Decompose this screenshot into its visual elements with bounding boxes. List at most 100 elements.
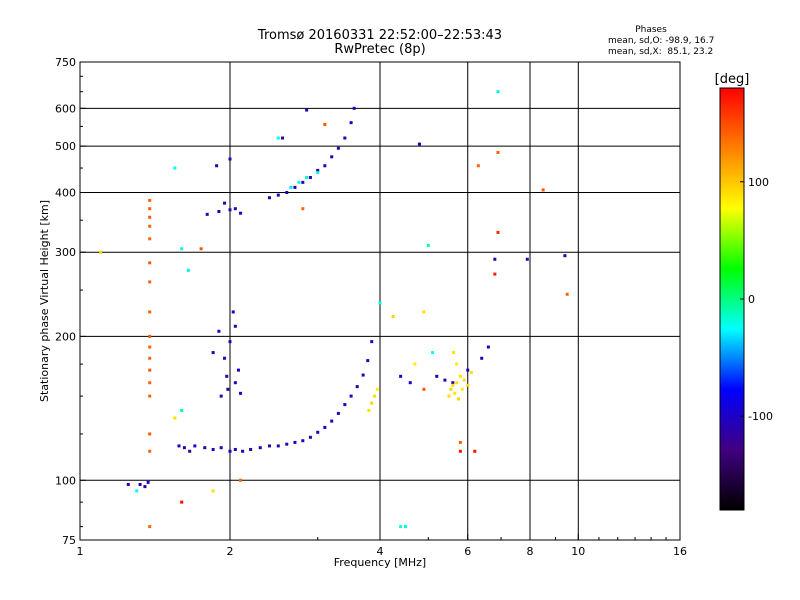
data-point bbox=[336, 146, 340, 150]
data-point bbox=[211, 351, 215, 355]
data-point bbox=[457, 397, 461, 401]
data-point bbox=[323, 164, 327, 168]
data-point bbox=[373, 394, 377, 398]
y-tick-label: 750 bbox=[55, 56, 76, 69]
data-point bbox=[173, 166, 177, 170]
data-point bbox=[473, 449, 477, 453]
data-point bbox=[226, 387, 230, 391]
data-point bbox=[458, 449, 462, 453]
data-point bbox=[135, 489, 139, 493]
data-point bbox=[462, 378, 466, 382]
data-point bbox=[426, 243, 430, 247]
data-point bbox=[323, 123, 327, 127]
data-point bbox=[188, 449, 192, 453]
y-tick-label: 400 bbox=[55, 186, 76, 199]
data-point bbox=[422, 387, 426, 391]
data-point bbox=[228, 340, 232, 344]
data-point bbox=[223, 201, 227, 205]
data-point bbox=[148, 334, 152, 338]
data-point bbox=[99, 250, 103, 254]
data-point bbox=[233, 381, 237, 385]
data-point bbox=[366, 359, 370, 363]
data-point bbox=[148, 237, 152, 241]
data-point bbox=[276, 193, 280, 197]
data-point bbox=[316, 171, 320, 175]
data-point bbox=[305, 108, 309, 112]
data-point bbox=[225, 374, 229, 378]
y-tick-label: 500 bbox=[55, 140, 76, 153]
data-point bbox=[199, 247, 203, 251]
data-point bbox=[285, 190, 289, 194]
data-point bbox=[126, 482, 130, 486]
data-point bbox=[370, 340, 374, 344]
data-point bbox=[403, 525, 407, 529]
data-point bbox=[148, 310, 152, 314]
data-point bbox=[233, 324, 237, 328]
data-point bbox=[146, 480, 150, 484]
data-point bbox=[173, 416, 177, 420]
data-point bbox=[330, 419, 334, 423]
data-point bbox=[443, 378, 447, 382]
data-point bbox=[455, 381, 459, 385]
data-point bbox=[361, 373, 365, 377]
data-point bbox=[186, 268, 190, 272]
data-point bbox=[285, 442, 289, 446]
grid-lines bbox=[80, 62, 680, 540]
data-point bbox=[316, 430, 320, 434]
data-point bbox=[496, 150, 500, 154]
data-point bbox=[343, 136, 347, 140]
data-point bbox=[211, 489, 215, 493]
data-point bbox=[203, 446, 207, 450]
data-point bbox=[493, 272, 497, 276]
chart-title: Tromsø 20160331 22:52:00–22:53:43 bbox=[257, 28, 502, 43]
data-point bbox=[249, 447, 253, 451]
data-point bbox=[435, 374, 439, 378]
data-point bbox=[143, 485, 147, 489]
data-point bbox=[205, 212, 209, 216]
data-point bbox=[193, 444, 197, 448]
data-point bbox=[458, 374, 462, 378]
data-point bbox=[148, 345, 152, 349]
colorbar-ticks: 100 0 -100 bbox=[740, 176, 773, 423]
data-point bbox=[215, 164, 219, 168]
data-point bbox=[293, 185, 297, 189]
data-point bbox=[417, 142, 421, 146]
data-point bbox=[458, 440, 462, 444]
data-point bbox=[297, 180, 301, 184]
data-point bbox=[378, 301, 382, 305]
x-tick-label: 1 bbox=[77, 545, 84, 558]
data-point bbox=[138, 482, 142, 486]
data-point bbox=[447, 394, 451, 398]
y-axis-label: Stationary phase Virtual Height [km] bbox=[38, 200, 51, 402]
data-point bbox=[239, 478, 243, 482]
x-axis-label: Frequency [MHz] bbox=[334, 556, 426, 569]
data-point bbox=[301, 439, 305, 443]
data-point bbox=[233, 447, 237, 451]
data-point bbox=[355, 385, 359, 389]
data-point bbox=[452, 351, 456, 355]
data-point bbox=[301, 180, 305, 184]
data-point bbox=[219, 394, 223, 398]
data-point bbox=[231, 310, 235, 314]
data-point bbox=[349, 121, 353, 125]
data-point bbox=[180, 247, 184, 251]
data-point bbox=[486, 345, 490, 349]
x-tick-label: 10 bbox=[571, 545, 585, 558]
data-point bbox=[466, 383, 470, 387]
data-point bbox=[148, 261, 152, 265]
data-point bbox=[258, 446, 262, 450]
data-point bbox=[451, 383, 455, 387]
y-tick-label: 300 bbox=[55, 246, 76, 259]
data-point bbox=[148, 394, 152, 398]
x-tick-label: 4 bbox=[377, 545, 384, 558]
data-point bbox=[399, 374, 403, 378]
data-point bbox=[217, 210, 221, 214]
data-point bbox=[148, 215, 152, 219]
data-point bbox=[180, 500, 184, 504]
data-point bbox=[308, 435, 312, 439]
data-point bbox=[228, 208, 232, 212]
data-point bbox=[233, 207, 237, 211]
data-point bbox=[349, 394, 353, 398]
data-point bbox=[336, 411, 340, 415]
data-point bbox=[367, 408, 371, 412]
